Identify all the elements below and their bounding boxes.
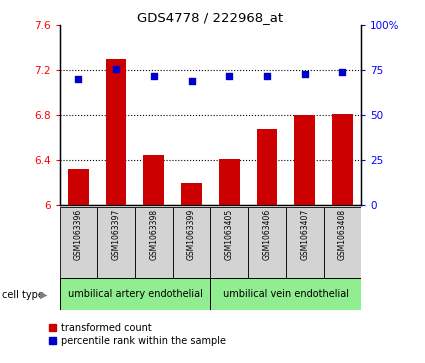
Bar (219, 159, 240, 205)
Point (301, 71, 308, 77)
Text: GSM1063399: GSM1063399 (187, 209, 196, 260)
Text: GSM1063396: GSM1063396 (74, 209, 83, 260)
Legend: transformed count, percentile rank within the sample: transformed count, percentile rank withi… (47, 321, 228, 348)
Bar (97, 207, 135, 278)
Bar (60, 278, 210, 310)
Text: GSM1063397: GSM1063397 (112, 209, 121, 260)
Bar (286, 207, 323, 278)
Bar (173, 207, 210, 278)
Point (188, 78, 195, 84)
Text: GSM1063406: GSM1063406 (263, 209, 272, 260)
Point (113, 66, 119, 72)
Point (150, 73, 157, 79)
Text: umbilical artery endothelial: umbilical artery endothelial (68, 289, 202, 299)
Point (264, 73, 270, 79)
Bar (257, 129, 278, 205)
Bar (294, 115, 315, 205)
Text: GSM1063405: GSM1063405 (225, 209, 234, 260)
Bar (248, 207, 286, 278)
Point (226, 73, 232, 79)
Title: GDS4778 / 222968_at: GDS4778 / 222968_at (137, 11, 283, 24)
Bar (143, 155, 164, 205)
Point (75, 77, 82, 82)
Bar (135, 207, 173, 278)
Text: GSM1063398: GSM1063398 (149, 209, 158, 260)
Text: umbilical vein endothelial: umbilical vein endothelial (223, 289, 349, 299)
Bar (181, 183, 202, 205)
Text: GSM1063407: GSM1063407 (300, 209, 309, 260)
Bar (332, 114, 353, 205)
Bar (60, 207, 97, 278)
Point (339, 69, 346, 75)
Bar (323, 207, 361, 278)
Text: cell type: cell type (2, 290, 44, 300)
Text: ▶: ▶ (40, 290, 48, 300)
Text: GSM1063408: GSM1063408 (338, 209, 347, 260)
Bar (106, 59, 127, 205)
Bar (210, 207, 248, 278)
Bar (210, 278, 361, 310)
Bar (68, 169, 89, 205)
